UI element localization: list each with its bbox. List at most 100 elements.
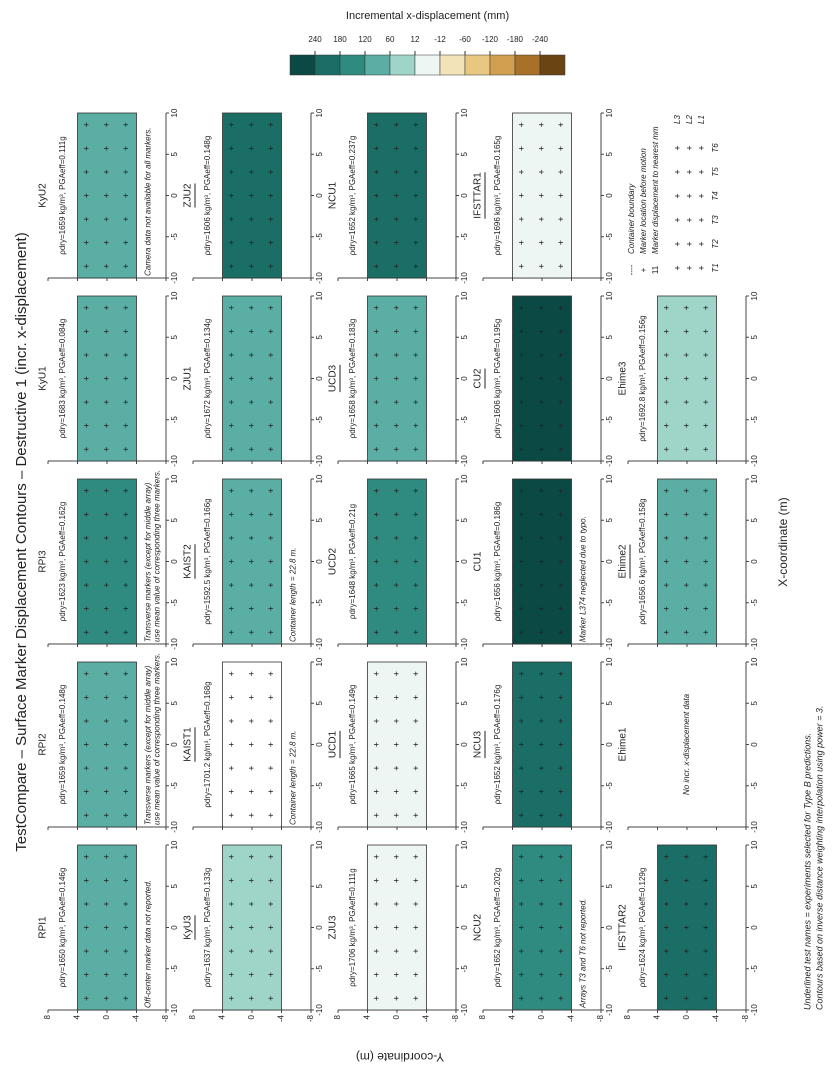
marker: + — [266, 559, 276, 564]
array-col-label: T4 — [711, 191, 720, 201]
marker: + — [701, 925, 711, 930]
marker: + — [82, 742, 92, 747]
colorbar-tick-label: 180 — [333, 35, 347, 44]
marker: + — [82, 878, 92, 883]
marker: + — [266, 765, 276, 770]
y-tick-label: 0 — [392, 1014, 401, 1019]
marker: + — [556, 789, 566, 794]
y-tick-label: -4 — [132, 1014, 141, 1022]
marker: + — [101, 399, 111, 404]
marker: + — [227, 376, 237, 381]
marker: + — [227, 765, 237, 770]
y-axis-label: Y-coordinate (m) — [356, 1050, 444, 1064]
panel-name: Ehime1 — [618, 727, 629, 761]
contour-field — [77, 112, 137, 279]
x-tick-label: 10 — [460, 291, 469, 300]
marker: + — [556, 606, 566, 611]
marker: + — [411, 488, 421, 493]
marker: + — [101, 630, 111, 635]
panel-note: Transverse markers (except for middle ar… — [143, 482, 152, 642]
y-tick-label: -4 — [567, 1014, 576, 1022]
x-tick-label: -10 — [315, 638, 324, 650]
x-tick-label: 5 — [460, 151, 469, 156]
marker: + — [101, 488, 111, 493]
marker: + — [101, 718, 111, 723]
marker: + — [121, 630, 131, 635]
x-tick-label: -10 — [460, 821, 469, 833]
marker: + — [227, 813, 237, 818]
marker: + — [411, 742, 421, 747]
marker: + — [556, 718, 566, 723]
marker: + — [266, 901, 276, 906]
marker: + — [372, 399, 382, 404]
x-tick-label: -5 — [460, 233, 469, 241]
marker: + — [246, 399, 256, 404]
marker: + — [517, 488, 527, 493]
marker: + — [246, 765, 256, 770]
marker: + — [227, 169, 237, 174]
marker: + — [411, 765, 421, 770]
marker: + — [411, 606, 421, 611]
marker: + — [411, 329, 421, 334]
marker: + — [391, 742, 401, 747]
panel-subtitle: ρdry=1659 kg/m³, PGAeff=0.148g — [58, 685, 67, 805]
x-tick-label: 5 — [750, 700, 759, 705]
marker: + — [411, 169, 421, 174]
marker: + — [517, 376, 527, 381]
marker: + — [101, 854, 111, 859]
x-tick-label: 10 — [605, 657, 614, 666]
marker: + — [101, 901, 111, 906]
marker: + — [556, 671, 566, 676]
x-tick-label: 5 — [605, 151, 614, 156]
x-tick-label: -10 — [315, 821, 324, 833]
marker: + — [121, 399, 131, 404]
marker: + — [82, 925, 92, 930]
marker: + — [517, 972, 527, 977]
marker: + — [391, 878, 401, 883]
marker: + — [411, 948, 421, 953]
marker: + — [662, 996, 672, 1001]
contour-field — [77, 478, 137, 645]
contour-field — [367, 295, 427, 462]
x-tick-label: 5 — [315, 883, 324, 888]
marker: + — [82, 169, 92, 174]
marker: + — [556, 695, 566, 700]
x-tick-label: -10 — [170, 1004, 179, 1016]
marker: + — [121, 671, 131, 676]
marker: + — [227, 582, 237, 587]
marker: + — [101, 813, 111, 818]
marker: + — [536, 376, 546, 381]
legend-symbol: ---- — [627, 264, 636, 275]
marker: + — [411, 447, 421, 452]
array-col-label: T2 — [711, 239, 720, 249]
marker: + — [372, 671, 382, 676]
marker: + — [391, 352, 401, 357]
marker: + — [391, 854, 401, 859]
marker: + — [556, 878, 566, 883]
marker: + — [372, 606, 382, 611]
marker: + — [517, 765, 527, 770]
marker: + — [82, 264, 92, 269]
marker: + — [246, 535, 256, 540]
array-marker: + — [684, 217, 694, 222]
marker: + — [411, 695, 421, 700]
marker: + — [517, 901, 527, 906]
marker: + — [266, 813, 276, 818]
marker: + — [517, 996, 527, 1001]
y-tick-label: 4 — [73, 1014, 82, 1019]
array-marker: + — [672, 169, 682, 174]
marker: + — [391, 216, 401, 221]
colorbar-bin — [289, 54, 316, 76]
x-tick-label: 5 — [170, 700, 179, 705]
marker: + — [227, 742, 237, 747]
marker: + — [227, 925, 237, 930]
marker: + — [517, 559, 527, 564]
marker: + — [701, 854, 711, 859]
marker: + — [536, 630, 546, 635]
marker: + — [681, 582, 691, 587]
marker: + — [101, 376, 111, 381]
x-tick-label: -10 — [315, 272, 324, 284]
contour-field — [222, 112, 282, 279]
colorbar-tick-label: 12 — [411, 35, 420, 44]
